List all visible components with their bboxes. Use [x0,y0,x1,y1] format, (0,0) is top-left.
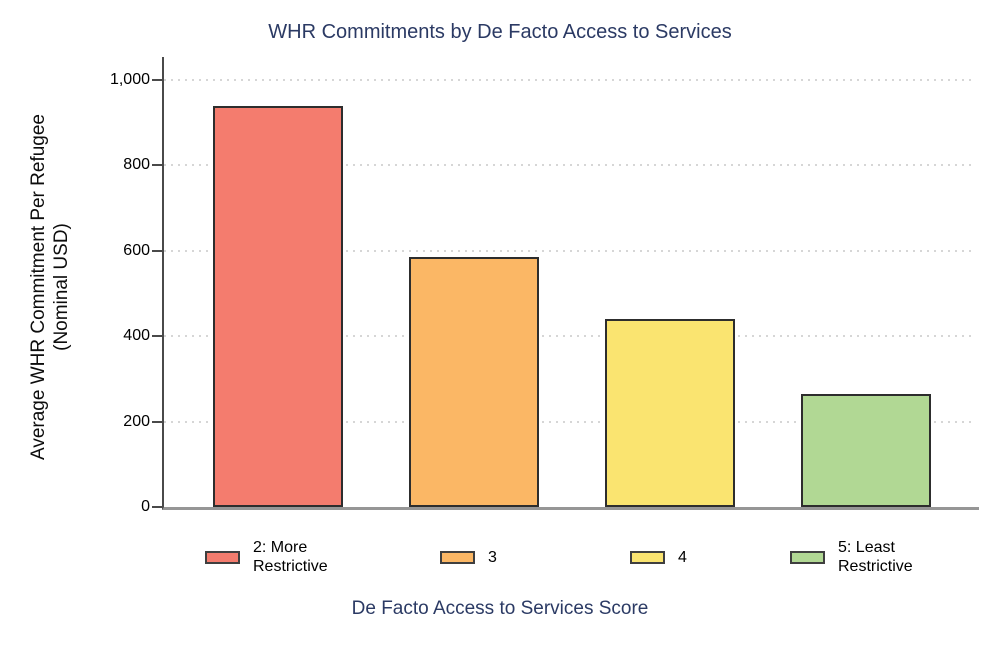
bar-4 [604,319,735,507]
bar-3 [408,257,539,507]
y-tick-label: 0 [141,498,150,515]
y-tick-mark [152,335,162,338]
bar-5 [800,394,931,507]
legend-label: 4 [678,548,687,566]
bar-2 [212,106,343,507]
legend-label: 2: More Restrictive [253,539,328,575]
y-tick-mark [152,249,162,252]
legend-item-2-more-restrictive: 2: More Restrictive [205,536,359,578]
gridline [164,335,975,338]
y-axis-label-line2: (Nominal USD) [51,223,72,351]
legend-swatch [790,550,825,564]
y-tick-label: 1,000 [109,71,150,88]
y-tick-label: 800 [123,156,150,174]
y-tick-label: 600 [123,241,150,259]
y-tick-label: 400 [123,327,150,345]
plot-area: 0 200 400 600 800 1,000 [110,57,979,515]
y-axis-label-line1: Average WHR Commitment Per Refugee [28,114,49,460]
chart-title: WHR Commitments by De Facto Access to Se… [268,21,732,43]
legend-item-4: 4 [630,536,687,578]
legend-swatch [630,550,665,564]
y-tick-mark [152,420,162,423]
legend-item-5-least-restrictive: 5: Least Restrictive [790,536,944,578]
y-tick-label: 200 [123,412,150,430]
y-tick-mark [152,506,162,508]
legend-item-3: 3 [440,536,497,578]
gridline [164,420,975,423]
gridline [164,249,975,252]
gridline [164,164,975,167]
y-axis-label: Average WHR Commitment Per Refugee (Nomi… [27,57,73,517]
y-tick-mark [152,164,162,167]
legend-label: 5: Least Restrictive [838,539,913,575]
legend-label: 3 [488,548,497,566]
legend-swatch [205,550,240,564]
x-axis-label: De Facto Access to Services Score [351,598,649,619]
gridline [164,79,975,81]
legend-swatch [440,550,475,564]
y-tick-mark [152,79,162,81]
